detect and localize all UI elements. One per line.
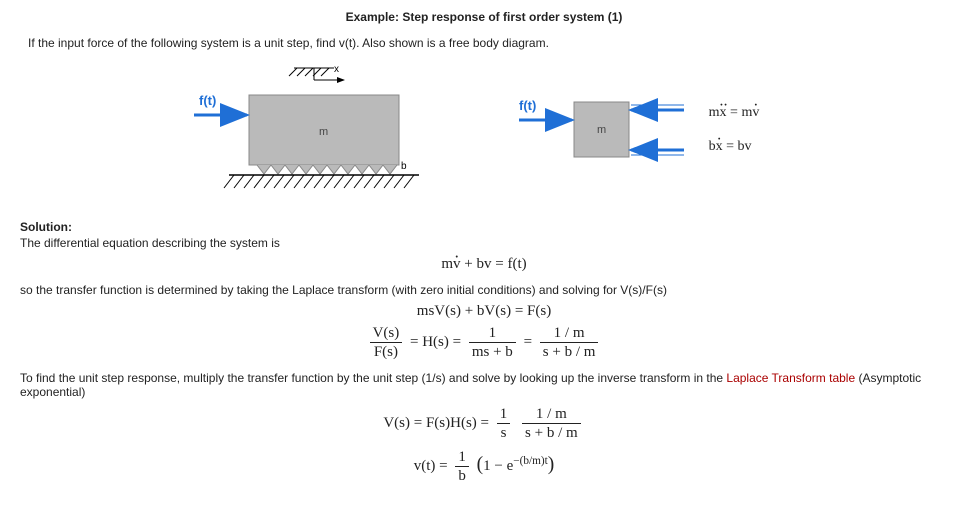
free-body-diagram: m f(t): [479, 80, 739, 180]
fbd-force-label: f(t): [519, 98, 536, 113]
axis-label: x: [334, 64, 339, 75]
damper-equation: bx = bv: [709, 139, 760, 155]
problem-statement: If the input force of the following syst…: [28, 36, 948, 50]
after-eq2: To find the unit step response, multiply…: [20, 371, 948, 399]
after-eq1: so the transfer function is determined b…: [20, 283, 948, 297]
solution-intro: The differential equation describing the…: [20, 236, 948, 250]
fbd-mass-label: m: [597, 124, 606, 136]
equation-laplace: msV(s) + bV(s) = F(s) V(s)F(s) = H(s) = …: [20, 303, 948, 361]
equation-step-response: V(s) = F(s)H(s) = 1s 1 / ms + b / m v(t)…: [20, 405, 948, 485]
equation-ode: mv + bv = f(t): [20, 256, 948, 273]
inertia-equation: mx = mv: [709, 105, 760, 121]
diagram-area: x m f(t) b: [20, 60, 948, 200]
damper-label: b: [401, 161, 407, 172]
laplace-table-link[interactable]: Laplace Transform table: [726, 371, 855, 385]
force-label: f(t): [199, 93, 216, 108]
mass-label: m: [319, 126, 328, 138]
page-title: Example: Step response of first order sy…: [20, 10, 948, 24]
solution-label: Solution:: [20, 220, 948, 234]
system-diagram: x m f(t) b: [139, 60, 439, 200]
